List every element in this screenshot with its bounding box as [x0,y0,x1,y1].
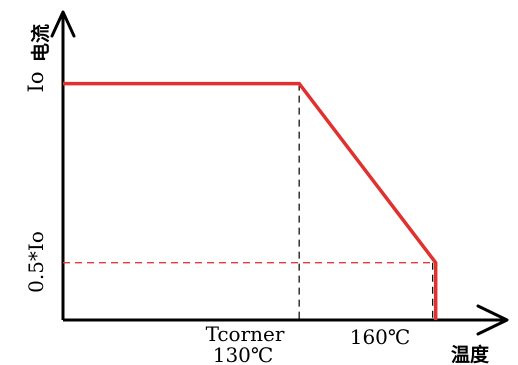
x-axis-arrowhead [476,304,509,336]
x-tick-label-130c: 130℃ [213,343,274,365]
y-axis-arrowhead [50,10,76,38]
y-axis-title: 电流 [29,24,52,62]
x-tick-label-160c: 160℃ [350,325,411,349]
series-line-current [63,81,438,320]
x-axis-title: 温度 [451,343,490,365]
y-tick-label-half-io: 0.5*Io [24,231,48,293]
x-tick-label-tcorner: Tcorner [206,322,285,346]
y-tick-label-io: Io [24,72,48,93]
